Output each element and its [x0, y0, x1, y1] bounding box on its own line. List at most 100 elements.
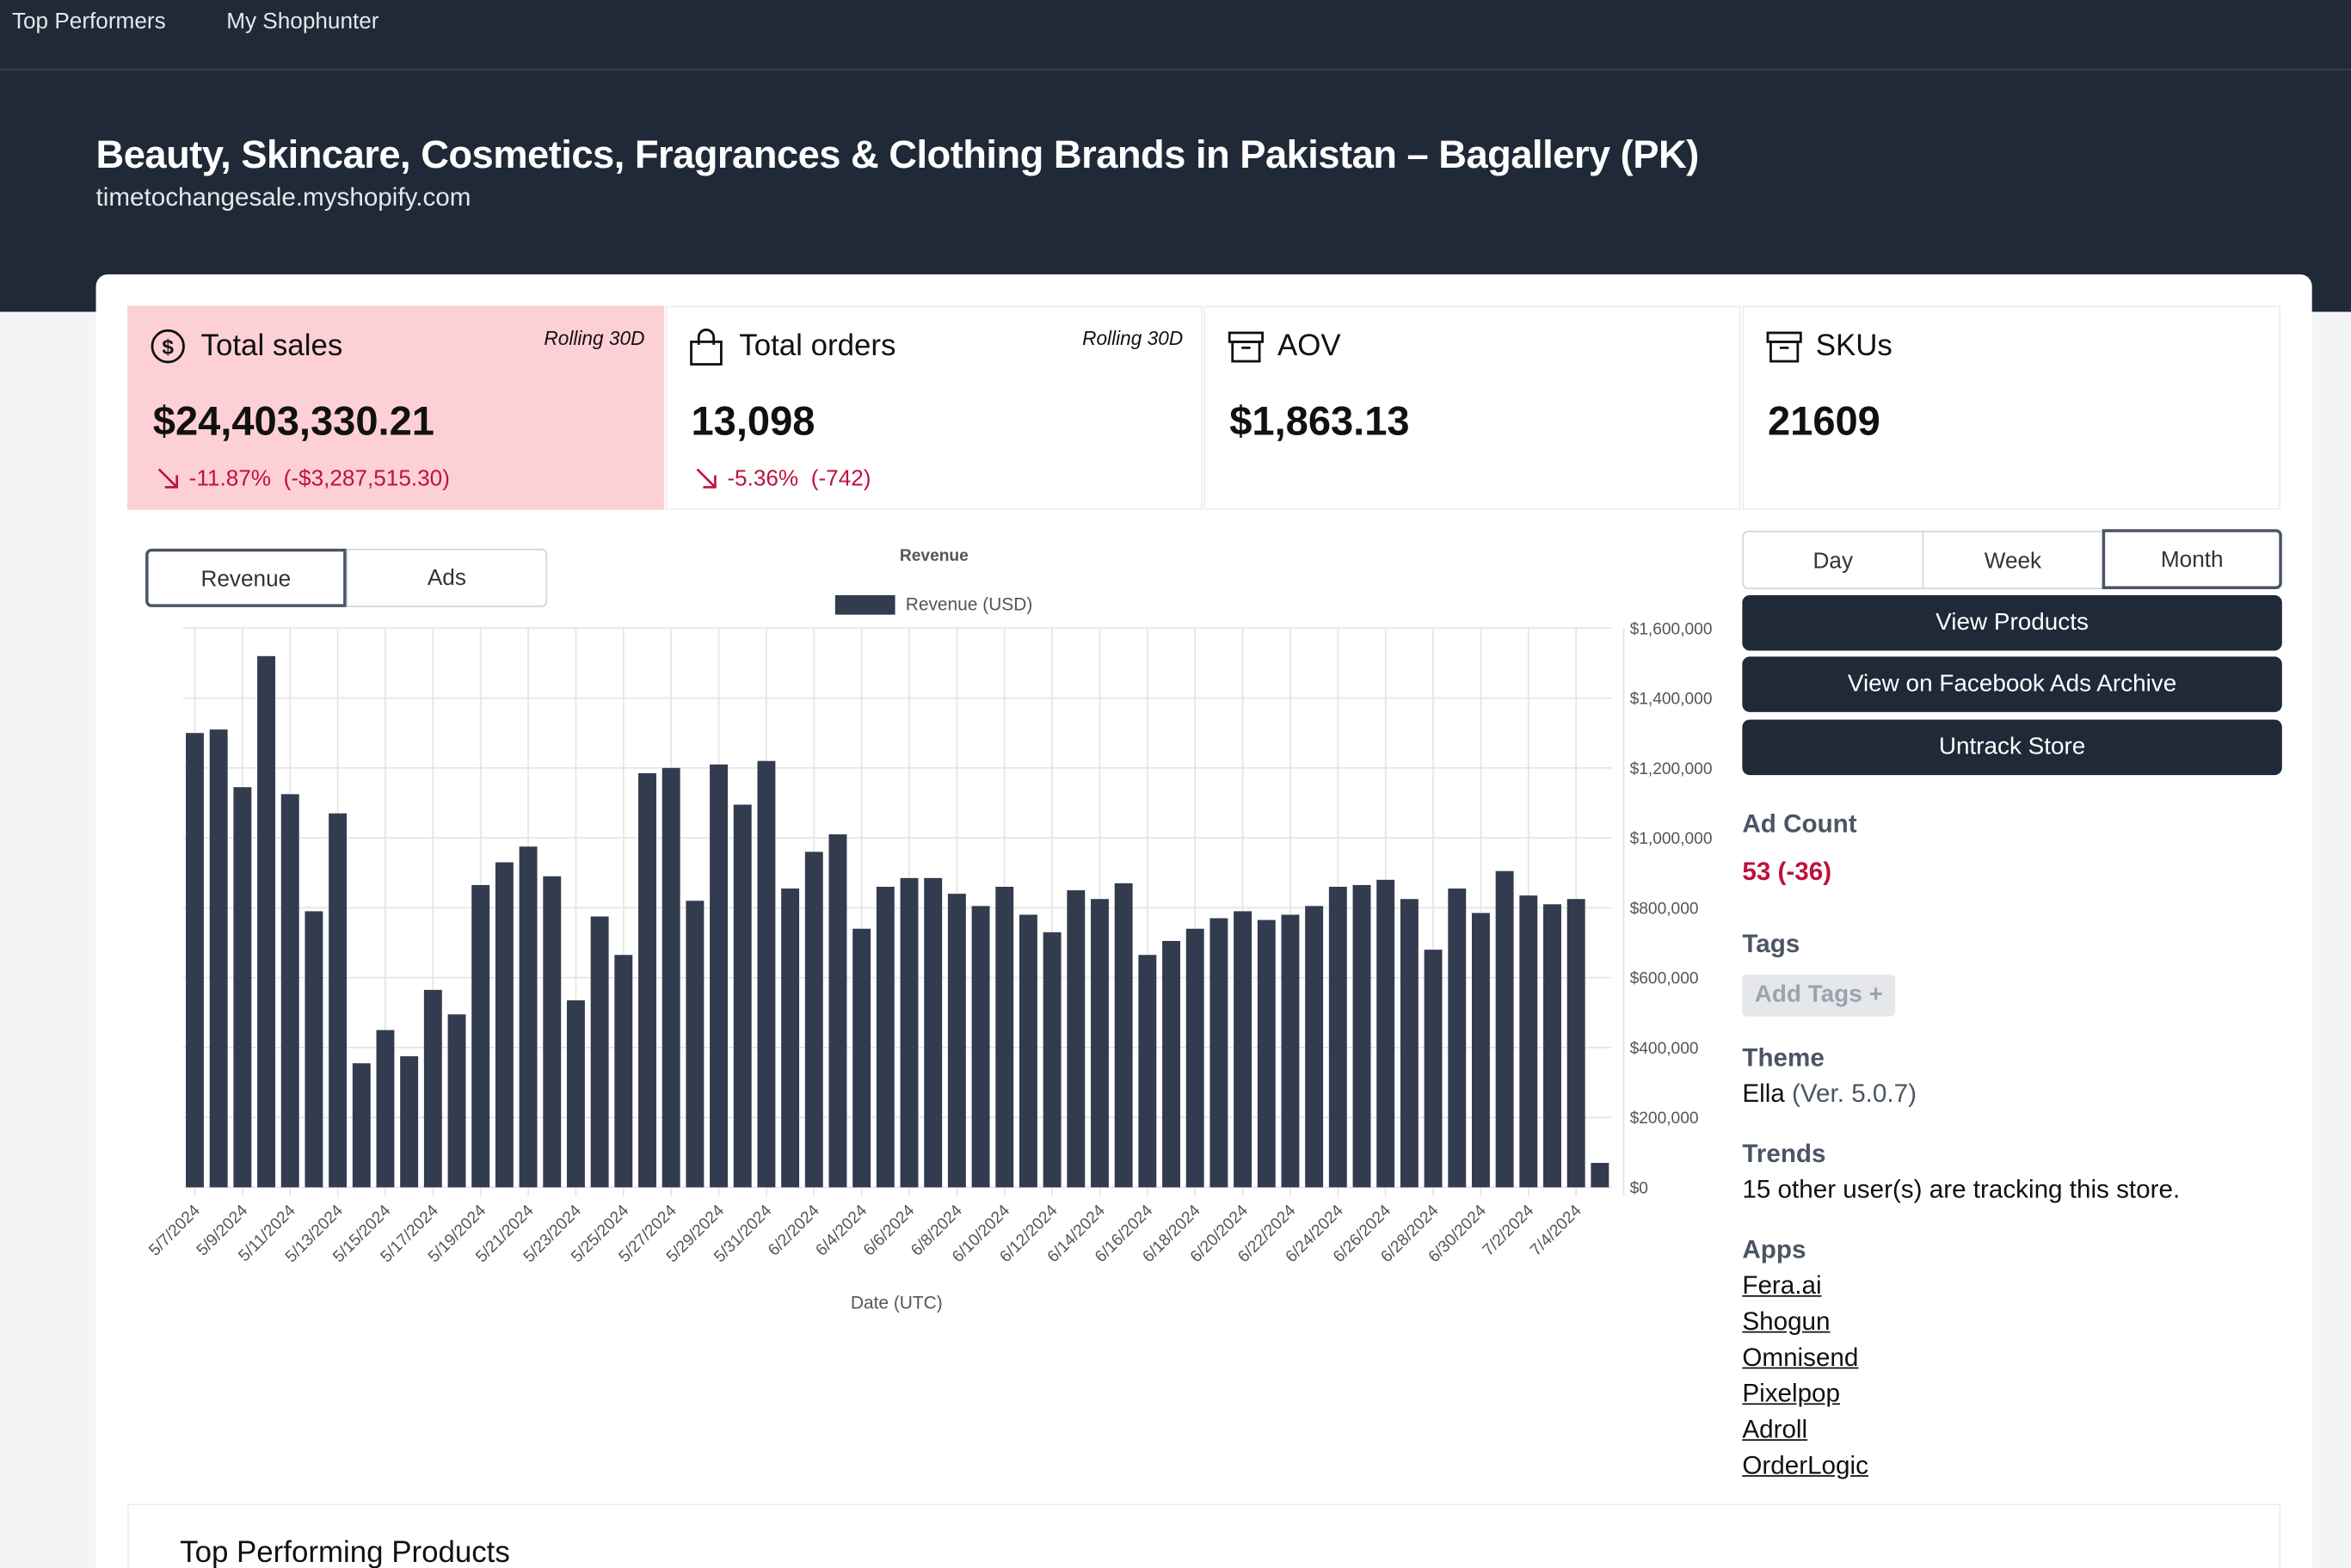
bar — [1257, 919, 1276, 1188]
bar — [1305, 906, 1324, 1188]
stat-value: $24,403,330.21 — [152, 398, 434, 444]
bar — [1352, 884, 1371, 1188]
bar — [186, 733, 204, 1188]
bar — [352, 1063, 371, 1188]
bar — [1471, 913, 1490, 1188]
bar — [1138, 955, 1157, 1188]
down-arrow — [157, 468, 178, 489]
bar — [305, 911, 323, 1188]
stat-card: SKUs 21609 — [1742, 305, 2281, 510]
stat-delta: (-742) — [810, 466, 871, 492]
dollar-icon: $ — [151, 329, 185, 364]
bar — [1400, 899, 1419, 1188]
bar — [400, 1056, 419, 1188]
x-tick-label: 6/4/2024 — [813, 1202, 871, 1260]
theme: Ella (Ver. 5.0.7) — [1742, 1079, 1917, 1110]
bar — [495, 862, 514, 1188]
x-tick-label: 6/2/2024 — [765, 1202, 823, 1260]
y-tick-label: $800,000 — [1630, 900, 1699, 918]
trends-text: 15 other user(s) are tracking this store… — [1742, 1175, 2181, 1204]
legend-label: Revenue (USD) — [906, 594, 1033, 614]
bar — [1448, 889, 1467, 1188]
stat-note: Rolling 30D — [544, 326, 645, 350]
bar — [1209, 918, 1228, 1188]
app-link[interactable]: OrderLogic — [1742, 1451, 1868, 1480]
add-tags-button[interactable]: Add Tags + — [1742, 974, 1896, 1017]
bar — [1328, 886, 1347, 1188]
bar — [566, 1000, 585, 1188]
theme-label: Theme — [1742, 1043, 1825, 1073]
bar — [257, 655, 275, 1188]
range-day[interactable]: Day — [1742, 531, 1924, 589]
y-tick-label: $0 — [1630, 1179, 1648, 1197]
bar — [1185, 928, 1204, 1188]
bar — [638, 772, 656, 1188]
bar — [900, 877, 919, 1188]
stat-value: $1,863.13 — [1229, 398, 1410, 444]
bar — [471, 884, 490, 1188]
down-arrow — [696, 468, 717, 489]
bar — [1067, 890, 1086, 1188]
theme-name: Ella — [1742, 1079, 1785, 1109]
section-title: Top Performing Products — [180, 1536, 510, 1568]
bar — [1591, 1162, 1609, 1188]
range-week[interactable]: Week — [1922, 531, 2104, 589]
nav-divider — [0, 69, 2351, 71]
bar — [280, 794, 299, 1188]
bar — [1424, 950, 1443, 1188]
app-link[interactable]: Omnisend — [1742, 1343, 1859, 1372]
y-tick-label: $600,000 — [1630, 970, 1699, 988]
nav-link[interactable]: Top Performers — [11, 9, 166, 35]
untrack-button[interactable]: Untrack Store — [1742, 719, 2282, 776]
svg-text:$: $ — [162, 335, 174, 359]
bar — [828, 834, 847, 1188]
view-products-button[interactable]: View Products — [1742, 594, 2282, 651]
bar — [1566, 899, 1585, 1188]
bar — [1019, 914, 1037, 1188]
range-month[interactable]: Month — [2102, 529, 2282, 589]
app-link[interactable]: Fera.ai — [1742, 1271, 1822, 1301]
stat-card: Total orders Rolling 30D 13,098 -5.36% (… — [665, 305, 1203, 510]
bar — [733, 804, 752, 1188]
box-icon — [1228, 331, 1264, 363]
x-axis-title: Date (UTC) — [851, 1294, 943, 1313]
bar — [995, 886, 1014, 1188]
products-section — [127, 1503, 2281, 1568]
trends-label: Trends — [1742, 1139, 1826, 1168]
stat-label: SKUs — [1815, 329, 1892, 363]
app-link[interactable]: Pixelpop — [1742, 1379, 1841, 1408]
tab-revenue[interactable]: Revenue — [145, 548, 347, 607]
bar — [662, 767, 680, 1188]
stat-change: -5.36% (-742) — [727, 466, 871, 492]
bar — [804, 852, 823, 1188]
y-tick-label: $1,200,000 — [1630, 760, 1713, 778]
apps-label: Apps — [1742, 1235, 1806, 1264]
app-link[interactable]: Shogun — [1742, 1307, 1831, 1336]
nav-link[interactable]: My Shophunter — [226, 9, 379, 35]
stat-label: AOV — [1277, 329, 1341, 363]
bar — [1543, 904, 1561, 1188]
tags-label: Tags — [1742, 929, 1800, 958]
stat-label: Total orders — [739, 329, 896, 363]
bar — [423, 989, 442, 1188]
bar — [852, 928, 871, 1188]
tab-ads[interactable]: Ads — [346, 548, 548, 607]
bar — [971, 906, 990, 1188]
bar — [329, 813, 348, 1188]
bar — [209, 729, 228, 1188]
bar — [876, 886, 895, 1188]
stat-percent: -5.36% — [727, 466, 799, 492]
y-tick-label: $1,000,000 — [1630, 830, 1713, 848]
stat-percent: -11.87% — [188, 466, 272, 492]
app-link[interactable]: Adroll — [1742, 1415, 1808, 1444]
bar — [447, 1014, 466, 1188]
bar — [590, 916, 609, 1188]
y-tick-label: $400,000 — [1630, 1040, 1699, 1058]
x-tick-label: 6/6/2024 — [860, 1202, 919, 1260]
y-tick-label: $1,600,000 — [1630, 620, 1713, 638]
stat-label: Total sales — [200, 329, 343, 363]
facebook-ads-button[interactable]: View on Facebook Ads Archive — [1742, 656, 2282, 712]
ad-count: 53 (-36) — [1742, 857, 1832, 887]
bar — [233, 787, 252, 1188]
bar — [1519, 895, 1538, 1188]
